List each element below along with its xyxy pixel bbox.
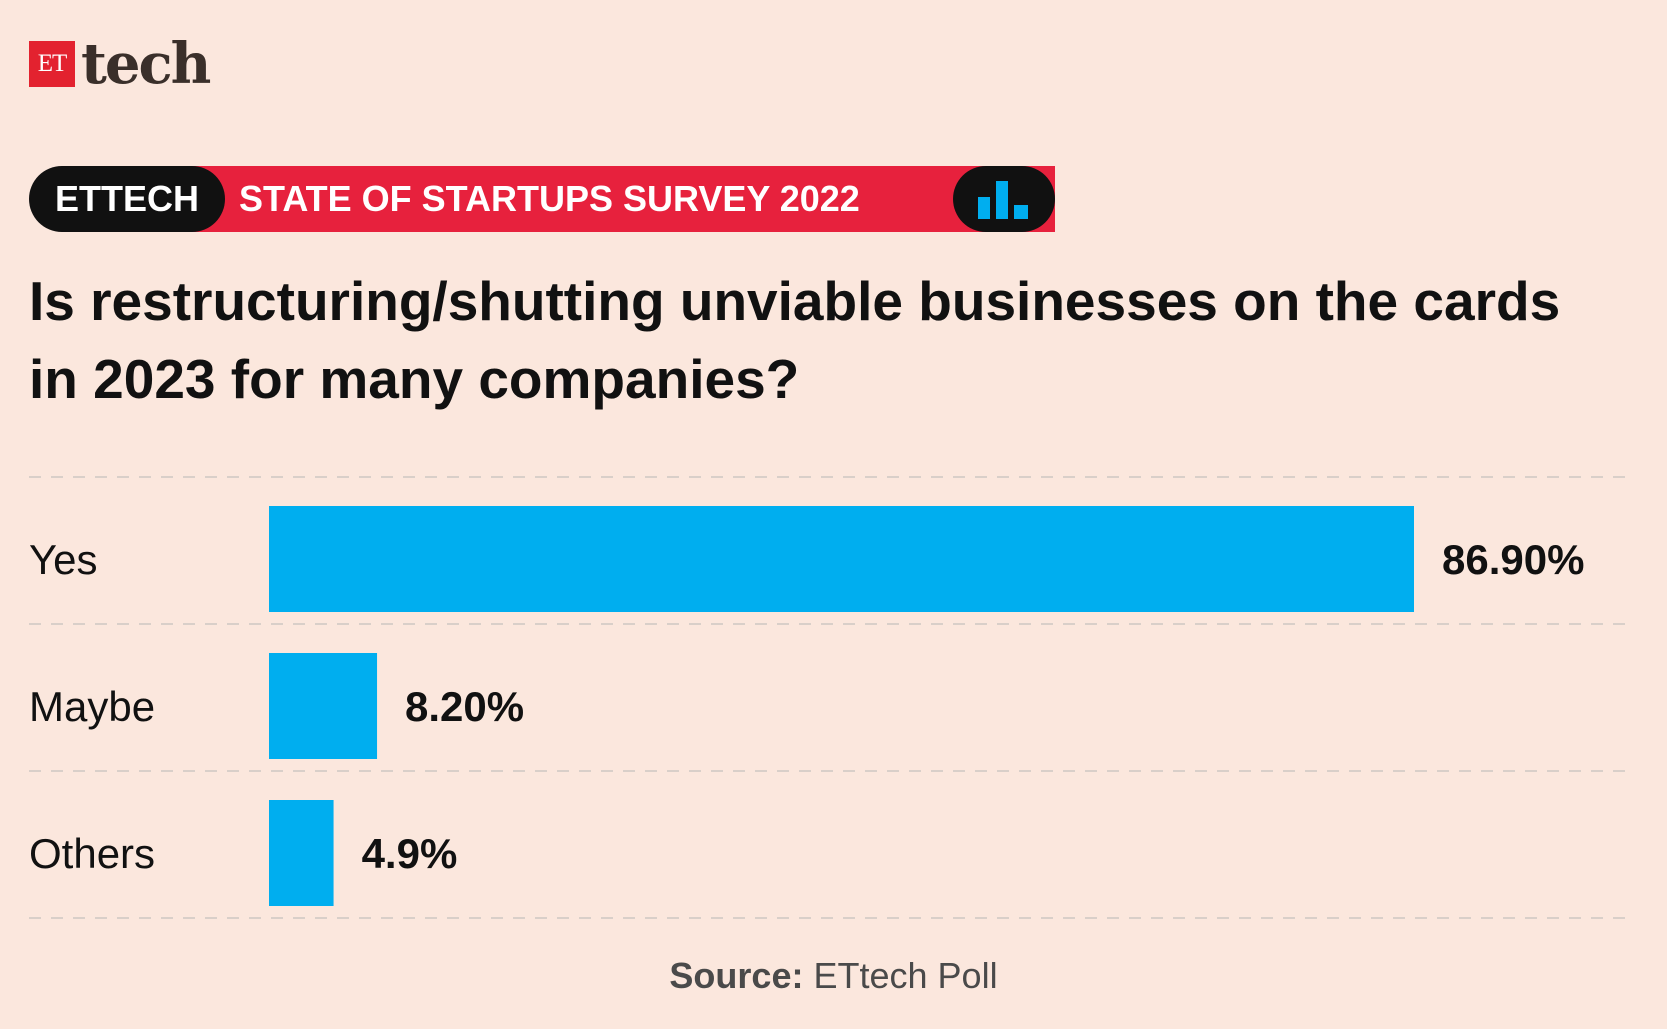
- bar-chart-icon: [978, 181, 1028, 219]
- banner-icon-wrap: [953, 166, 1055, 232]
- category-label: Yes: [29, 536, 98, 583]
- ettech-logo: ET tech: [29, 31, 211, 97]
- banner-survey-title: STATE OF STARTUPS SURVEY 2022: [191, 166, 1055, 232]
- source-text: ETtech Poll: [813, 955, 998, 996]
- value-label: 4.9%: [362, 830, 458, 877]
- bar-maybe: [269, 653, 378, 759]
- bar-yes: [269, 506, 1414, 612]
- category-label: Maybe: [29, 683, 155, 730]
- survey-banner: ETTECH STATE OF STARTUPS SURVEY 2022: [29, 166, 1055, 232]
- bar-others: [269, 800, 334, 906]
- source-label: Source:: [669, 955, 804, 996]
- logo-et-mark: ET: [29, 41, 75, 87]
- source-note: Source: ETtech Poll: [0, 955, 1667, 997]
- banner-ettech-label: ETTECH: [29, 166, 225, 232]
- logo-tech-wordmark: tech: [81, 31, 211, 97]
- value-label: 8.20%: [405, 683, 524, 730]
- category-label: Others: [29, 830, 155, 877]
- value-label: 86.90%: [1442, 536, 1584, 583]
- chart-question-title: Is restructuring/shutting unviable busin…: [29, 270, 1561, 410]
